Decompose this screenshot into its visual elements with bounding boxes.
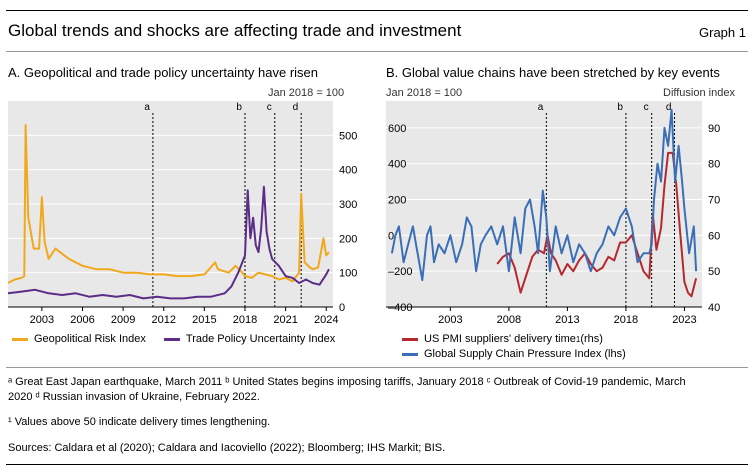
y-tick-label: 400 [339, 165, 357, 177]
x-tick-label: 2009 [111, 314, 135, 326]
x-tick-label: 2006 [70, 314, 94, 326]
panel-b-title: B. Global value chains have been stretch… [386, 65, 720, 80]
panel-a-chart: 0 100 200 300 400 500 2003 2006 2009 2012 2015 2018… [7, 101, 357, 326]
event-label: a [144, 102, 150, 113]
panel-a-title: A. Geopolitical and trade policy uncerta… [8, 65, 319, 80]
gscpi-swatch [402, 352, 418, 356]
y-tick-label: 200 [339, 233, 357, 245]
legend-label: Geopolitical Risk Index [34, 333, 146, 345]
legend-item-tpu: Trade Policy Uncertainty Index [163, 333, 336, 345]
y-tick-label-left: 200 [388, 195, 406, 207]
pmi-swatch [402, 337, 418, 341]
x-tick-label: 2018 [233, 314, 257, 326]
x-tick-label: 2024 [314, 314, 338, 326]
y-tick-label-right: 80 [708, 159, 720, 171]
bottom-rule [6, 464, 748, 465]
tpu-swatch [163, 337, 180, 341]
gpr-swatch [12, 337, 28, 341]
event-label: b [236, 102, 242, 113]
x-tick-label: 2023 [672, 314, 696, 326]
legend-rule [6, 367, 748, 368]
legend-label: Trade Policy Uncertainty Index [185, 333, 336, 345]
legend-item-pmi: US PMI suppliers' delivery time 1 (rhs) [402, 333, 626, 345]
legend-item-gscpi: Global Supply Chain Pressure Index (lhs) [402, 348, 626, 360]
y-tick-label: 300 [339, 199, 357, 211]
event-label: a [538, 102, 544, 113]
y-tick-label-left: 400 [388, 159, 406, 171]
legend-item-gpr: Geopolitical Risk Index [12, 333, 146, 345]
y-tick-label-left: 600 [388, 123, 406, 135]
legend-label: Global Supply Chain Pressure Index (lhs) [424, 348, 626, 360]
event-label: b [617, 102, 623, 113]
series-line [390, 109, 698, 282]
graph-label: Graph 1 [699, 25, 746, 40]
x-tick-label: 2018 [614, 314, 638, 326]
y-tick-label: 0 [339, 302, 345, 314]
series-line [7, 124, 330, 284]
y-tick-label: 100 [339, 268, 357, 280]
panel-a-legend: Geopolitical Risk Index Trade Policy Unc… [12, 333, 335, 345]
event-label: d [293, 102, 299, 113]
x-tick-label: 2003 [438, 314, 462, 326]
x-tick-label: 2003 [30, 314, 54, 326]
legend-sup: 1 [575, 334, 581, 344]
x-tick-label: 2012 [151, 314, 175, 326]
legend-suffix: (rhs) [580, 333, 603, 345]
legend-label: US PMI suppliers' delivery time [424, 333, 576, 345]
series-line [496, 151, 698, 298]
y-tick-label-right: 70 [708, 195, 720, 207]
footnote-1: ¹ Values above 50 indicate delivery time… [8, 416, 271, 428]
y-tick-label-left: 0 [388, 230, 394, 242]
series-line [7, 185, 330, 300]
panel-b-unit-right: Diffusion index [663, 87, 735, 99]
x-tick-label: 2013 [555, 314, 579, 326]
footnote-events: ᵃ Great East Japan earthquake, March 201… [8, 376, 686, 388]
panel-b-unit-left: Jan 2018 = 100 [386, 87, 463, 99]
y-tick-label-right: 60 [708, 230, 720, 242]
footnote-events-2: 2020 ᵈ Russian invasion of Ukraine, Febr… [8, 391, 260, 403]
panel-a-unit: Jan 2018 = 100 [268, 87, 345, 99]
event-label: c [267, 102, 272, 113]
y-tick-label-right: 50 [708, 266, 720, 278]
event-label: d [666, 102, 672, 113]
title-rule [6, 51, 748, 52]
top-rule [6, 10, 748, 11]
x-tick-label: 2021 [273, 314, 297, 326]
panel-b-legend: US PMI suppliers' delivery time 1 (rhs) Gl… [402, 333, 626, 360]
event-label: c [644, 102, 649, 113]
y-tick-label-right: 40 [708, 302, 720, 314]
x-tick-label: 2008 [497, 314, 521, 326]
y-tick-label: 500 [339, 130, 357, 142]
graph-title: Global trends and shocks are affecting t… [8, 21, 462, 40]
y-tick-label-right: 90 [708, 123, 720, 135]
y-tick-label-left: –200 [388, 266, 412, 278]
y-tick-label-left: –400 [388, 302, 412, 314]
sources: Sources: Caldara et al (2020); Caldara a… [8, 442, 446, 454]
panel-b-chart: –400 –200 0 200 400 600 40 50 60 70 80 90 2003 2008 20… [386, 101, 720, 326]
x-tick-label: 2015 [192, 314, 216, 326]
